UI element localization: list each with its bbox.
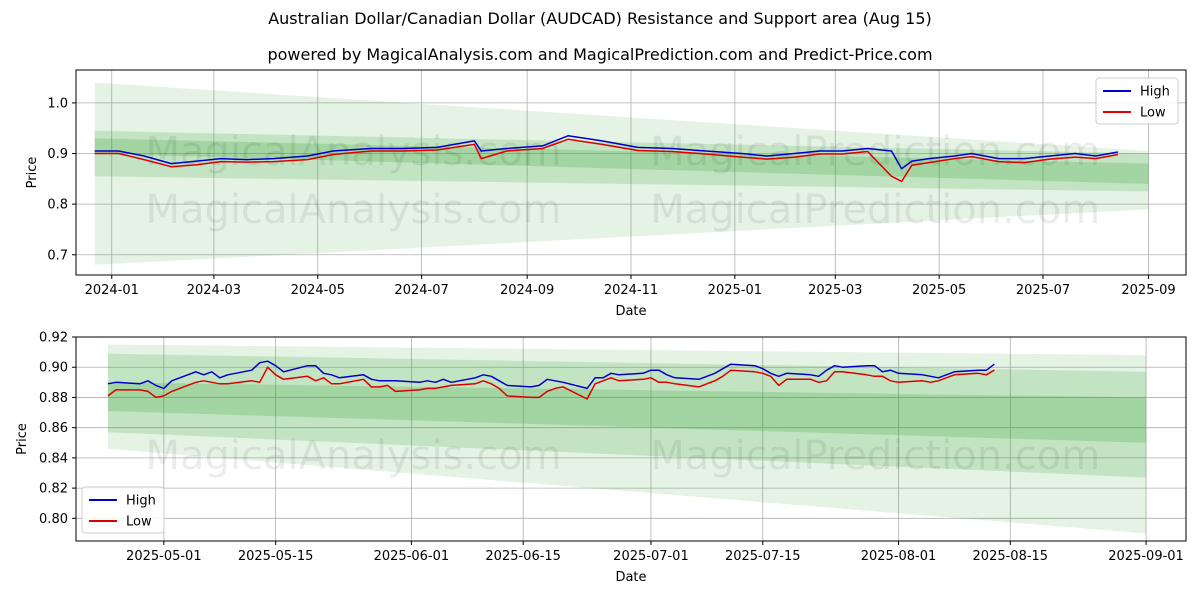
y-tick-label: 0.9 — [47, 147, 68, 162]
x-tick-label: 2024-11 — [604, 283, 658, 298]
x-tick-label: 2025-05-01 — [126, 549, 202, 564]
axes-frame — [75, 336, 1187, 542]
x-tick-label: 2025-07 — [1016, 283, 1070, 298]
x-tick-label: 2024-03 — [187, 283, 241, 298]
y-tick-label: 0.90 — [39, 361, 68, 376]
y-tick-label: 0.8 — [47, 198, 68, 213]
band-2 — [94, 130, 1149, 192]
x-tick-label: 2024-09 — [500, 283, 554, 298]
series-lines — [94, 135, 1119, 183]
chart-2: MagicalAnalysis.com MagicalPrediction.com… — [15, 331, 1187, 585]
chart-subtitle: powered by MagicalAnalysis.com and Magic… — [267, 45, 933, 64]
x-axis-label: Date — [615, 570, 646, 585]
band-1 — [107, 344, 1147, 534]
series-high-line — [107, 360, 995, 390]
watermark: MagicalAnalysis.com — [145, 187, 561, 233]
grid — [76, 336, 1186, 541]
y-tick-label: 0.92 — [39, 331, 68, 346]
y-tick-label: 0.88 — [39, 391, 68, 406]
y-tick-label: 0.7 — [47, 248, 68, 263]
watermark: MagicalPrediction.com — [650, 187, 1100, 233]
series-low-line — [94, 138, 1119, 183]
legend-high-label: High — [126, 494, 156, 509]
x-tick-label: 2024-05 — [291, 283, 345, 298]
support-resistance-bands — [107, 344, 1147, 534]
y-tick-label: 0.84 — [39, 451, 68, 466]
band-2 — [107, 353, 1147, 478]
x-tick-label: 2024-07 — [394, 283, 448, 298]
x-tick-label: 2025-08-01 — [861, 549, 937, 564]
x-tick-label: 2025-09 — [1121, 283, 1175, 298]
series-lines — [107, 360, 995, 400]
legend-low-label: Low — [126, 515, 152, 530]
legend-low-label: Low — [1140, 106, 1166, 121]
legend: High Low — [81, 486, 165, 534]
y-tick-label: 0.80 — [39, 512, 68, 527]
y-tick-label: 0.86 — [39, 421, 68, 436]
legend-high-label: High — [1140, 85, 1170, 100]
x-tick-label: 2025-09-01 — [1108, 549, 1184, 564]
band-1 — [94, 82, 1149, 265]
y-axis-label: Price — [15, 423, 30, 455]
series-high-line — [94, 135, 1119, 170]
x-axis-label: Date — [615, 304, 646, 319]
x-tick-label: 2025-05 — [912, 283, 966, 298]
x-tick-label: 2025-08-15 — [973, 549, 1049, 564]
watermark: MagicalPrediction.com — [650, 433, 1100, 479]
chart-title: Australian Dollar/Canadian Dollar (AUDCA… — [268, 9, 932, 28]
series-low-line — [107, 366, 995, 400]
x-tick-label: 2025-05-15 — [238, 549, 314, 564]
chart-1: MagicalAnalysis.comMagicalAnalysis.comMa… — [25, 69, 1187, 319]
x-tick-label: 2025-03 — [808, 283, 862, 298]
y-tick-label: 0.82 — [39, 482, 68, 497]
x-tick-label: 2025-06-01 — [374, 549, 450, 564]
y-axis-label: Price — [25, 157, 40, 189]
x-tick-label: 2025-01 — [708, 283, 762, 298]
x-tick-label: 2025-07-01 — [613, 549, 689, 564]
x-tick-label: 2025-06-15 — [485, 549, 561, 564]
x-tick-label: 2024-01 — [85, 283, 139, 298]
band-3 — [107, 382, 1147, 443]
watermark: MagicalAnalysis.com — [145, 433, 561, 479]
legend: High Low — [1095, 77, 1179, 125]
x-tick-label: 2025-07-15 — [725, 549, 801, 564]
y-tick-label: 1.0 — [47, 96, 68, 111]
